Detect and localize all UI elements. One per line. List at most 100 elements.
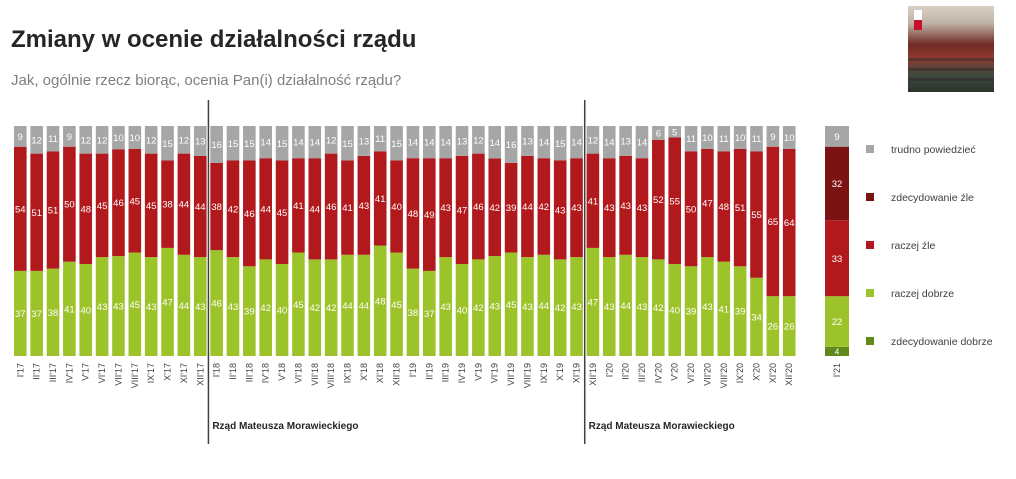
- data-label-dobrze: 43: [97, 302, 108, 313]
- data-label-dobrze: 40: [80, 306, 91, 317]
- x-tick-label: X'17: [163, 363, 173, 381]
- data-label-dobrze: 43: [113, 302, 124, 313]
- bar-segment-zle: [324, 153, 338, 260]
- bar-segment-dobrze: [95, 257, 109, 356]
- bar-segment-trudno: [161, 126, 174, 161]
- data-label-zle: 46: [244, 209, 255, 220]
- x-tick-label: VII'18: [310, 363, 320, 386]
- data-label-zle: 46: [326, 202, 337, 213]
- data-label-trudno: 15: [342, 139, 353, 150]
- x-tick-label: VIII'17: [130, 363, 140, 388]
- x-tick-label: II'20: [621, 363, 631, 380]
- bar-segment-zle: [144, 153, 158, 258]
- data-label-dobrze: 45: [506, 300, 517, 311]
- bar-segment-dobrze: [750, 277, 763, 356]
- bar-segment-zle: [602, 158, 616, 258]
- x-tick-label: XI'17: [179, 363, 189, 383]
- data-label-zle: 41: [293, 201, 304, 212]
- x-tick-label: IX'19: [539, 363, 549, 383]
- x-tick-label: III'17: [48, 363, 58, 382]
- bar-segment-zle: [586, 153, 600, 248]
- data-label-trudno: 12: [179, 135, 190, 146]
- data-label-trudno: 9: [18, 132, 23, 143]
- bar-segment-dobrze: [390, 252, 403, 356]
- bar-segment-trudno: [144, 126, 158, 154]
- x-tick-label: IX'20: [735, 363, 745, 383]
- bar-segment-zle: [782, 149, 796, 297]
- bar-segment-dobrze: [521, 257, 534, 356]
- bar-segment-trudno: [390, 126, 403, 161]
- x-tick-label: XII'20: [784, 363, 794, 386]
- bar-segment-zle: [46, 151, 60, 269]
- data-label-dobrze: 43: [637, 302, 648, 313]
- bar-segment-trudno: [537, 126, 551, 159]
- data-label-trudno: 11: [686, 134, 696, 145]
- x-tick-label: III'18: [244, 363, 254, 382]
- data-label-dobrze: 43: [228, 302, 239, 313]
- bar-segment-dobrze: [570, 257, 583, 356]
- bar-segment-trudno: [423, 126, 436, 159]
- bar-segment-dobrze: [423, 270, 436, 356]
- bar-segment-trudno: [308, 126, 322, 159]
- data-label-trudno: 16: [211, 140, 222, 151]
- data-label-trudno: 13: [620, 136, 631, 147]
- data-label-trudno: 10: [784, 133, 795, 144]
- x-tick-label: XI'20: [768, 363, 778, 383]
- data-label-dobrze: 39: [735, 307, 746, 318]
- data-label-dobrze: 44: [359, 301, 370, 312]
- bar-segment-zle: [243, 160, 256, 267]
- bar-segment-zle: [668, 137, 681, 264]
- data-label-trudno: 14: [637, 138, 648, 149]
- data-label-trudno: 14: [424, 138, 435, 149]
- data-label-detail: 22: [832, 317, 843, 328]
- bar-segment-zle: [537, 158, 551, 255]
- x-tick-label: IX'18: [343, 363, 353, 383]
- x-tick-label: VII'17: [113, 363, 123, 386]
- legend-swatch: [866, 241, 874, 249]
- data-label-trudno: 12: [97, 135, 108, 146]
- x-tick-label: IV'20: [653, 363, 663, 383]
- x-tick-label: IV'17: [64, 363, 74, 383]
- data-label-dobrze: 26: [768, 322, 779, 333]
- data-label-zle: 42: [489, 203, 500, 214]
- bar-segment-raczej-zle: [825, 220, 849, 297]
- data-label-zle: 42: [539, 202, 550, 213]
- data-label-zle: 47: [457, 205, 468, 216]
- data-label-trudno: 13: [195, 136, 206, 147]
- bar-segment-zle: [210, 162, 223, 251]
- data-label-zle: 38: [162, 200, 173, 211]
- x-tick-label: VI'18: [293, 363, 303, 383]
- x-tick-label: IV'18: [261, 363, 271, 383]
- data-label-zle: 40: [391, 202, 402, 213]
- bar-segment-zle: [177, 153, 191, 255]
- data-label-zle: 51: [735, 203, 746, 214]
- data-label-zle: 41: [588, 196, 599, 207]
- data-label-dobrze: 44: [620, 301, 631, 312]
- data-label-zle: 55: [669, 196, 680, 207]
- bar-segment-zle: [112, 149, 125, 257]
- bar-segment-dobrze: [341, 254, 354, 356]
- x-tick-label: XII'17: [195, 363, 205, 386]
- data-label-dobrze: 44: [342, 301, 353, 312]
- data-label-dobrze: 40: [457, 306, 468, 317]
- x-tick-label: I'17: [15, 363, 25, 377]
- data-label-trudno: 12: [588, 135, 599, 146]
- data-label-dobrze: 43: [489, 302, 500, 313]
- bar-segment-zle: [439, 158, 452, 258]
- bar-segment-trudno: [586, 126, 600, 154]
- data-label-trudno: 15: [555, 139, 566, 150]
- data-label-dobrze: 42: [473, 303, 484, 314]
- bar-segment-trudno: [128, 126, 142, 149]
- period-label: Rząd Mateusza Morawieckiego: [589, 421, 735, 432]
- bar-segment-zle: [504, 162, 518, 253]
- data-label-dobrze: 43: [522, 302, 533, 313]
- data-label-trudno: 10: [130, 133, 141, 144]
- data-label-dobrze: 45: [391, 300, 402, 311]
- x-tick-label: I'20: [604, 363, 614, 377]
- bar-segment-raczej-dobrze: [825, 296, 849, 347]
- data-label-zle: 64: [784, 218, 795, 229]
- bar-segment-zle: [570, 158, 583, 258]
- bar-segment-trudno: [619, 126, 632, 156]
- data-label-trudno: 16: [506, 140, 517, 151]
- data-label-dobrze: 43: [604, 302, 615, 313]
